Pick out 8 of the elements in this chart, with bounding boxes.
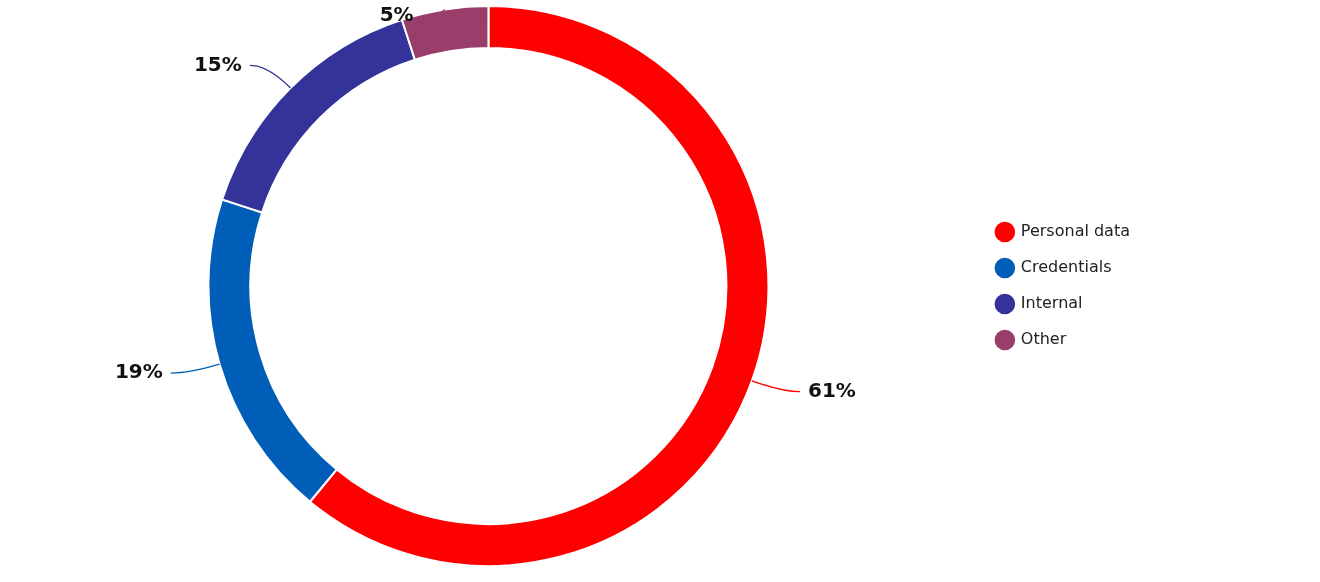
data-label: 61% [807,377,856,402]
legend-label: Internal [1020,293,1083,313]
legend-label: Personal data [1020,221,1130,241]
legend-label: Other [1020,329,1067,349]
legend-label: Credentials [1020,257,1112,277]
data-label: 15% [193,51,242,76]
data-label: 19% [114,359,163,384]
data-label: 5% [379,2,414,27]
